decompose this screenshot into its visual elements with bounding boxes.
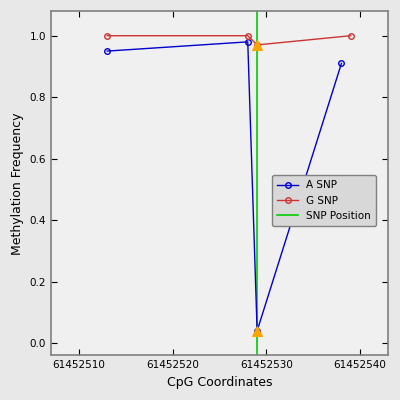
Legend: A SNP, G SNP, SNP Position: A SNP, G SNP, SNP Position: [272, 175, 376, 226]
Y-axis label: Methylation Frequency: Methylation Frequency: [11, 112, 24, 254]
X-axis label: CpG Coordinates: CpG Coordinates: [167, 376, 272, 389]
